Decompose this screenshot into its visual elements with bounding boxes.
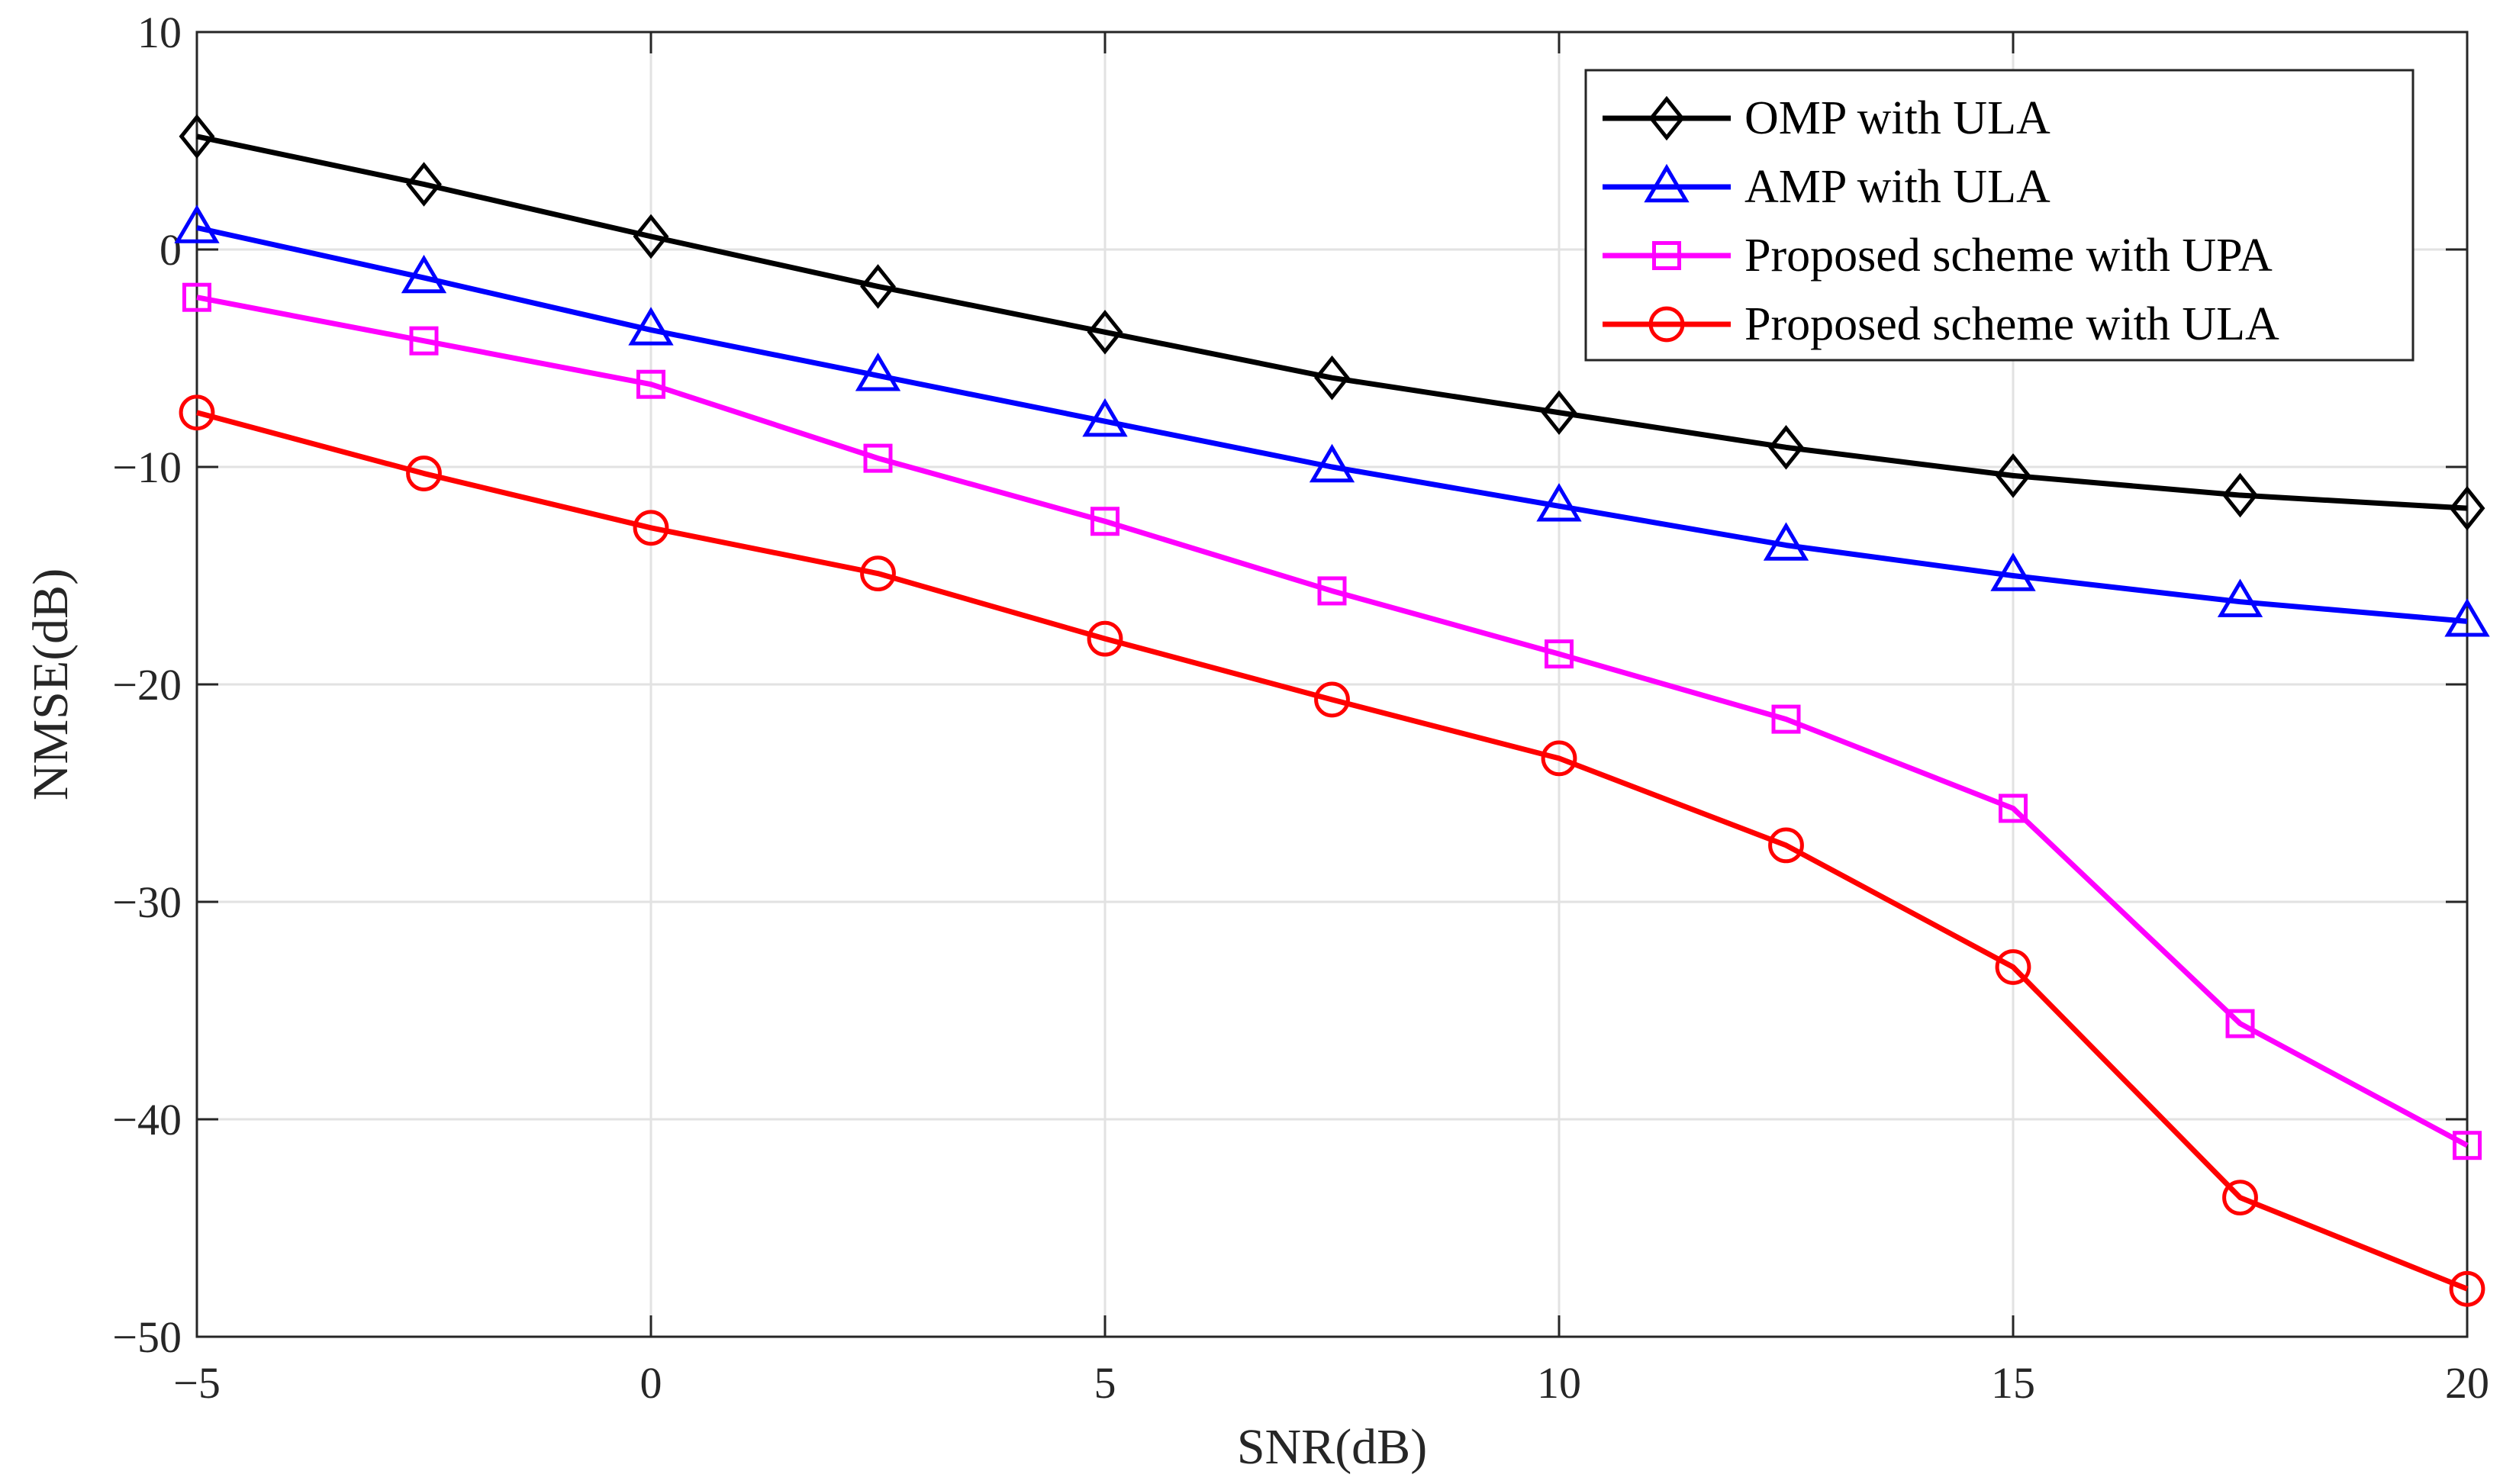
data-point	[2444, 598, 2490, 637]
series-3	[179, 394, 2485, 1307]
series-line	[196, 225, 2468, 624]
data-point	[1087, 309, 1123, 355]
data-point	[406, 162, 442, 207]
data-point	[636, 369, 665, 399]
y-tick-label: −20	[112, 660, 182, 710]
legend-marker	[1648, 306, 1685, 343]
data-point	[860, 555, 896, 592]
data-point	[1990, 552, 2036, 591]
data-point	[1090, 507, 1119, 536]
data-point	[1314, 355, 1350, 401]
data-point	[1995, 453, 2031, 498]
legend-marker	[1644, 163, 1690, 203]
y-tick-label: −40	[112, 1095, 182, 1144]
data-point	[2217, 578, 2263, 617]
y-tick-label: −30	[112, 877, 182, 927]
data-point	[1768, 827, 1804, 864]
legend-item: Proposed scheme with ULA	[1603, 298, 2279, 350]
data-point	[179, 114, 215, 159]
x-tick-label: 10	[1537, 1358, 1581, 1408]
series-line	[196, 134, 2468, 511]
data-point	[2222, 1180, 2258, 1215]
legend-marker	[1648, 95, 1685, 141]
y-tick-label: −50	[112, 1312, 182, 1362]
legend-item: AMP with ULA	[1603, 161, 2050, 213]
data-point	[1082, 398, 1128, 437]
data-point	[1999, 794, 2028, 823]
data-point	[1541, 390, 1577, 436]
data-point	[2453, 1131, 2482, 1160]
data-point	[633, 214, 669, 259]
data-point	[1536, 483, 1582, 522]
data-point	[1314, 681, 1350, 718]
data-point	[1768, 425, 1804, 470]
data-point	[2449, 1270, 2485, 1307]
series-2	[182, 282, 2482, 1160]
data-point	[628, 307, 674, 346]
series-group	[174, 114, 2490, 1307]
data-point	[1317, 576, 1347, 606]
legend-marker	[1652, 241, 1681, 270]
x-tick-label: 5	[1094, 1358, 1116, 1408]
series-0	[179, 114, 2485, 531]
data-point	[1541, 740, 1577, 777]
series-line	[196, 410, 2469, 1292]
y-axis-label: NMSE(dB)	[23, 568, 79, 800]
series-line	[196, 295, 2469, 1148]
y-tick-label: 0	[159, 225, 182, 275]
data-point	[863, 443, 893, 473]
x-tick-label: 15	[1991, 1358, 2035, 1408]
legend-label: AMP with ULA	[1744, 161, 2050, 213]
data-point	[1763, 522, 1809, 561]
legend-item: OMP with ULA	[1603, 92, 2050, 144]
data-point	[855, 352, 901, 391]
legend: OMP with ULA AMP with ULA Proposed scheme …	[1584, 69, 2415, 362]
data-point	[633, 510, 669, 546]
legend-label: Proposed scheme with UPA	[1744, 230, 2273, 282]
data-point	[860, 264, 896, 309]
series-1	[174, 204, 2490, 637]
data-point	[179, 394, 215, 431]
data-point	[1771, 704, 1801, 734]
x-tick-label: −5	[173, 1358, 221, 1408]
legend-label: Proposed scheme with ULA	[1744, 298, 2279, 350]
data-point	[182, 282, 211, 312]
y-tick-label: 10	[137, 8, 182, 57]
legend-label: OMP with ULA	[1744, 92, 2050, 144]
x-tick-label: 20	[2445, 1358, 2489, 1408]
data-point	[2222, 472, 2258, 518]
data-point	[2225, 1009, 2255, 1038]
data-point	[1545, 639, 1574, 669]
data-point	[1087, 620, 1123, 657]
data-point	[174, 204, 220, 243]
data-point	[401, 254, 447, 294]
data-point	[1995, 949, 2031, 985]
x-axis-label: SNR(dB)	[1237, 1419, 1427, 1475]
legend-item: Proposed scheme with UPA	[1603, 230, 2273, 282]
data-point	[2449, 485, 2485, 531]
data-point	[409, 326, 439, 356]
x-tick-label: 0	[640, 1358, 662, 1408]
data-point	[1309, 443, 1355, 483]
data-point	[406, 456, 442, 491]
y-tick-label: −10	[112, 443, 182, 492]
